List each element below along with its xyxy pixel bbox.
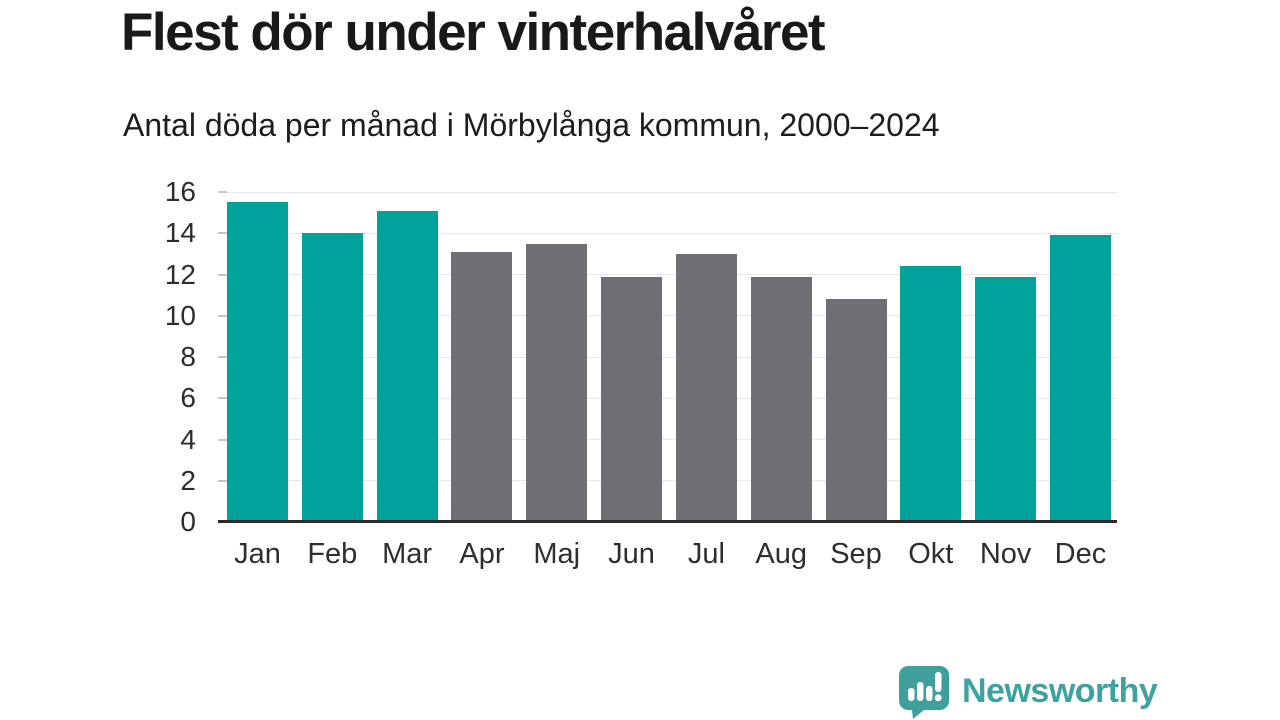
gridline-y-6 bbox=[218, 397, 1117, 399]
logo-bar-tall bbox=[917, 682, 924, 701]
bar-aug bbox=[750, 276, 812, 522]
gridline-y-10 bbox=[218, 315, 1117, 317]
x-axis-label-maj: Maj bbox=[533, 538, 581, 570]
y-axis-label-4: 4 bbox=[180, 423, 196, 455]
y-axis-label-0: 0 bbox=[180, 506, 196, 537]
bar-sep bbox=[825, 299, 887, 522]
x-axis-labels: Jan Feb Mar Apr Maj Jun Jul Aug Sep Okt Nov Dec bbox=[218, 538, 1117, 571]
bar-jul bbox=[675, 253, 737, 522]
y-axis-label-12: 12 bbox=[164, 258, 196, 290]
logo-exclamation-bar bbox=[935, 672, 942, 692]
y-axis-labels: 0 2 4 6 8 10 12 14 16 bbox=[0, 176, 196, 537]
y-tick-10 bbox=[218, 314, 227, 317]
chart-title: Flest dör under vinterhalvåret bbox=[121, 3, 826, 62]
x-axis-label-jan: Jan bbox=[234, 538, 281, 570]
x-axis-label-dec: Dec bbox=[1054, 538, 1107, 570]
x-axis-label-jun: Jun bbox=[608, 538, 655, 570]
chart-subtitle: Antal döda per månad i Mörbylånga kommun… bbox=[123, 107, 940, 143]
x-axis-label-aug: Aug bbox=[755, 538, 807, 570]
bar-apr bbox=[451, 251, 513, 522]
x-axis-label-apr: Apr bbox=[459, 538, 505, 570]
bar-feb bbox=[301, 233, 363, 522]
bar-okt bbox=[900, 266, 962, 522]
x-axis-label-sep: Sep bbox=[830, 538, 882, 570]
bar-mar bbox=[376, 210, 438, 522]
gridline-y-8 bbox=[218, 356, 1117, 358]
bar-jan bbox=[227, 202, 288, 522]
y-tick-14 bbox=[218, 232, 227, 235]
newsworthy-logo: Newsworthy bbox=[896, 663, 1158, 719]
y-axis-label-14: 14 bbox=[164, 217, 196, 249]
y-axis-label-8: 8 bbox=[180, 341, 196, 372]
x-axis-label-jul: Jul bbox=[687, 538, 725, 570]
y-tick-12 bbox=[218, 273, 227, 276]
gridline-y-16 bbox=[218, 191, 1117, 193]
bar-group bbox=[218, 192, 1117, 522]
plot-area bbox=[218, 191, 1117, 523]
logo-bar-medium bbox=[926, 686, 933, 701]
x-axis-label-feb: Feb bbox=[307, 538, 358, 570]
y-tick-8 bbox=[218, 356, 227, 358]
bar-nov bbox=[975, 276, 1037, 522]
gridline-y-14 bbox=[218, 232, 1117, 234]
x-axis-label-okt: Okt bbox=[908, 538, 954, 570]
logo-bar-short bbox=[908, 688, 915, 701]
x-axis-line bbox=[218, 520, 1117, 523]
y-tick-2 bbox=[218, 479, 227, 482]
gridline-y-12 bbox=[218, 274, 1117, 275]
y-axis-label-16: 16 bbox=[164, 176, 196, 207]
bar-maj bbox=[526, 243, 588, 522]
y-tick-4 bbox=[218, 438, 227, 441]
newsworthy-logo-icon bbox=[899, 666, 949, 719]
y-axis-label-6: 6 bbox=[180, 382, 196, 414]
newsworthy-logo-text: Newsworthy bbox=[962, 671, 1158, 710]
y-axis-label-10: 10 bbox=[164, 299, 196, 331]
y-tick-16 bbox=[218, 191, 227, 193]
x-axis-label-mar: Mar bbox=[382, 538, 433, 570]
gridline-y-2 bbox=[218, 480, 1117, 482]
bar-dec bbox=[1049, 235, 1111, 522]
y-tick-6 bbox=[218, 397, 227, 400]
gridline-y-4 bbox=[218, 439, 1117, 440]
y-axis-label-2: 2 bbox=[180, 464, 196, 496]
x-axis-label-nov: Nov bbox=[979, 538, 1032, 570]
logo-exclamation-dot bbox=[934, 694, 942, 702]
bar-jun bbox=[601, 276, 663, 522]
